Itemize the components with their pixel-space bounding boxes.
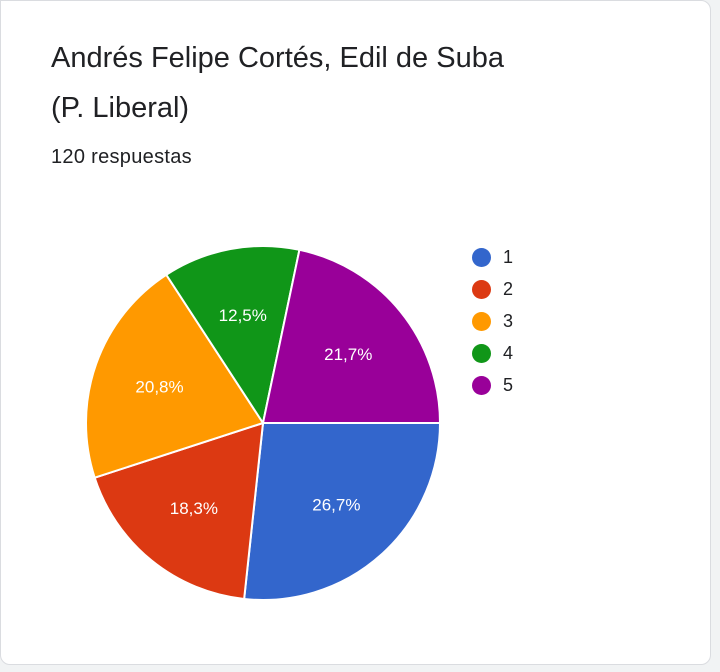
legend-item-2: 2 <box>472 273 513 305</box>
pie-label-1: 26,7% <box>312 496 360 515</box>
pie-chart: 26,7% 18,3% 20,8% 12,5% 21,7% <box>85 245 442 601</box>
pie-slice-1 <box>243 422 442 601</box>
pie-slice-3 <box>85 273 265 479</box>
question-title-line2: (P. Liberal) <box>51 92 190 124</box>
pie-label-3: 20,8% <box>135 377 183 396</box>
legend-swatch-3 <box>472 311 491 331</box>
pie-label-2: 18,3% <box>170 499 218 518</box>
chart-legend: 1 2 3 4 5 <box>472 241 513 401</box>
legend-label-2: 2 <box>503 278 514 299</box>
legend-label-1: 1 <box>503 246 514 267</box>
legend-swatch-4 <box>472 343 491 363</box>
legend-item-5: 5 <box>472 369 513 401</box>
legend-label-5: 5 <box>503 374 514 395</box>
chart-card: Andrés Felipe Cortés, Edil de Suba (P. L… <box>0 0 711 665</box>
legend-swatch-1 <box>472 247 491 267</box>
legend-label-4: 4 <box>503 342 514 363</box>
legend-swatch-2 <box>472 279 491 299</box>
pie-label-4: 12,5% <box>219 306 267 325</box>
legend-item-4: 4 <box>472 337 513 369</box>
legend-swatch-5 <box>472 375 491 395</box>
legend-item-1: 1 <box>472 241 513 273</box>
pie-slice-4 <box>164 245 301 426</box>
legend-label-3: 3 <box>503 310 514 331</box>
pie-label-5: 21,7% <box>324 345 372 364</box>
response-count: 120 respuestas <box>51 146 192 168</box>
legend-item-3: 3 <box>472 305 513 337</box>
question-title-line1: Andrés Felipe Cortés, Edil de Suba <box>51 42 504 74</box>
question-title: Andrés Felipe Cortés, Edil de Suba (P. L… <box>51 33 651 133</box>
pie-slice-2 <box>93 421 265 601</box>
pie-slice-5 <box>261 248 442 424</box>
